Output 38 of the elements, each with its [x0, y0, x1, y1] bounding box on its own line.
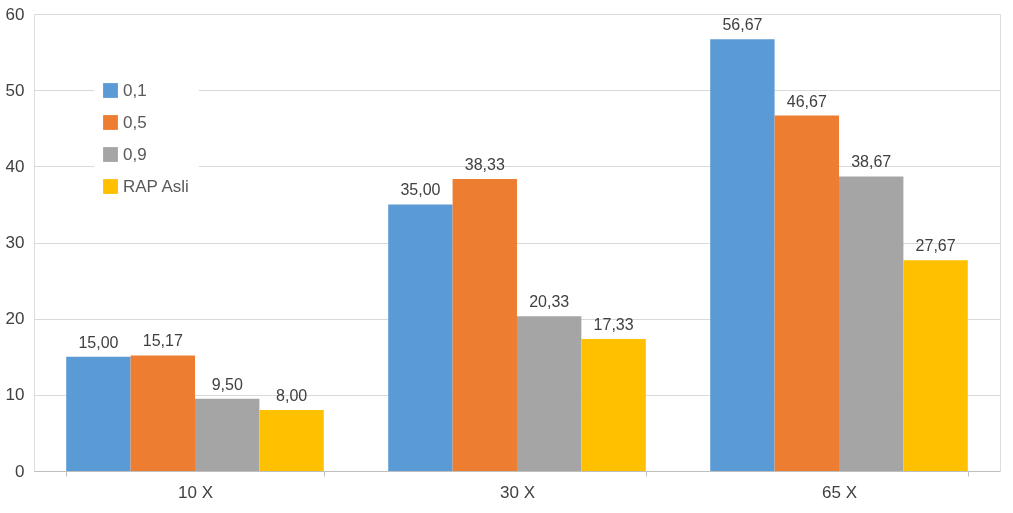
data-label: 56,67: [722, 16, 763, 34]
bar: [517, 316, 582, 471]
bar: [581, 339, 646, 471]
legend-label: 0,1: [123, 80, 147, 100]
bar: [839, 176, 904, 471]
x-tick-label: 30 X: [500, 482, 535, 502]
data-label: 38,33: [464, 156, 505, 174]
data-label: 46,67: [786, 92, 827, 110]
x-tick-label: 65 X: [822, 482, 857, 502]
x-tick-label: 10 X: [178, 482, 213, 502]
bar: [259, 410, 324, 471]
y-tick-label: 0: [15, 461, 25, 481]
data-label: 15,17: [142, 332, 183, 350]
y-tick-label: 10: [5, 385, 25, 405]
data-label: 20,33: [529, 293, 570, 311]
bar: [903, 260, 968, 471]
y-tick-label: 20: [5, 309, 25, 329]
data-label: 9,50: [211, 375, 243, 393]
bar: [130, 355, 195, 471]
data-label: 27,67: [915, 237, 956, 255]
y-tick-label: 40: [5, 156, 25, 176]
legend-label: RAP Asli: [123, 176, 189, 196]
data-label: 17,33: [593, 316, 634, 333]
bar: [774, 115, 839, 471]
y-tick-label: 60: [5, 4, 25, 24]
bar: [195, 398, 260, 471]
data-label: 38,67: [851, 153, 892, 171]
legend-label: 0,9: [123, 144, 147, 164]
data-label: 15,00: [78, 333, 119, 351]
y-tick-label: 30: [5, 233, 25, 252]
bar: [388, 204, 453, 471]
bar: [452, 179, 517, 471]
data-label: 35,00: [400, 181, 441, 199]
bar: [66, 356, 131, 471]
bar: [710, 39, 775, 471]
legend-label: 0,5: [123, 112, 147, 132]
y-tick-label: 50: [5, 80, 25, 100]
data-label: 8,00: [276, 387, 308, 405]
